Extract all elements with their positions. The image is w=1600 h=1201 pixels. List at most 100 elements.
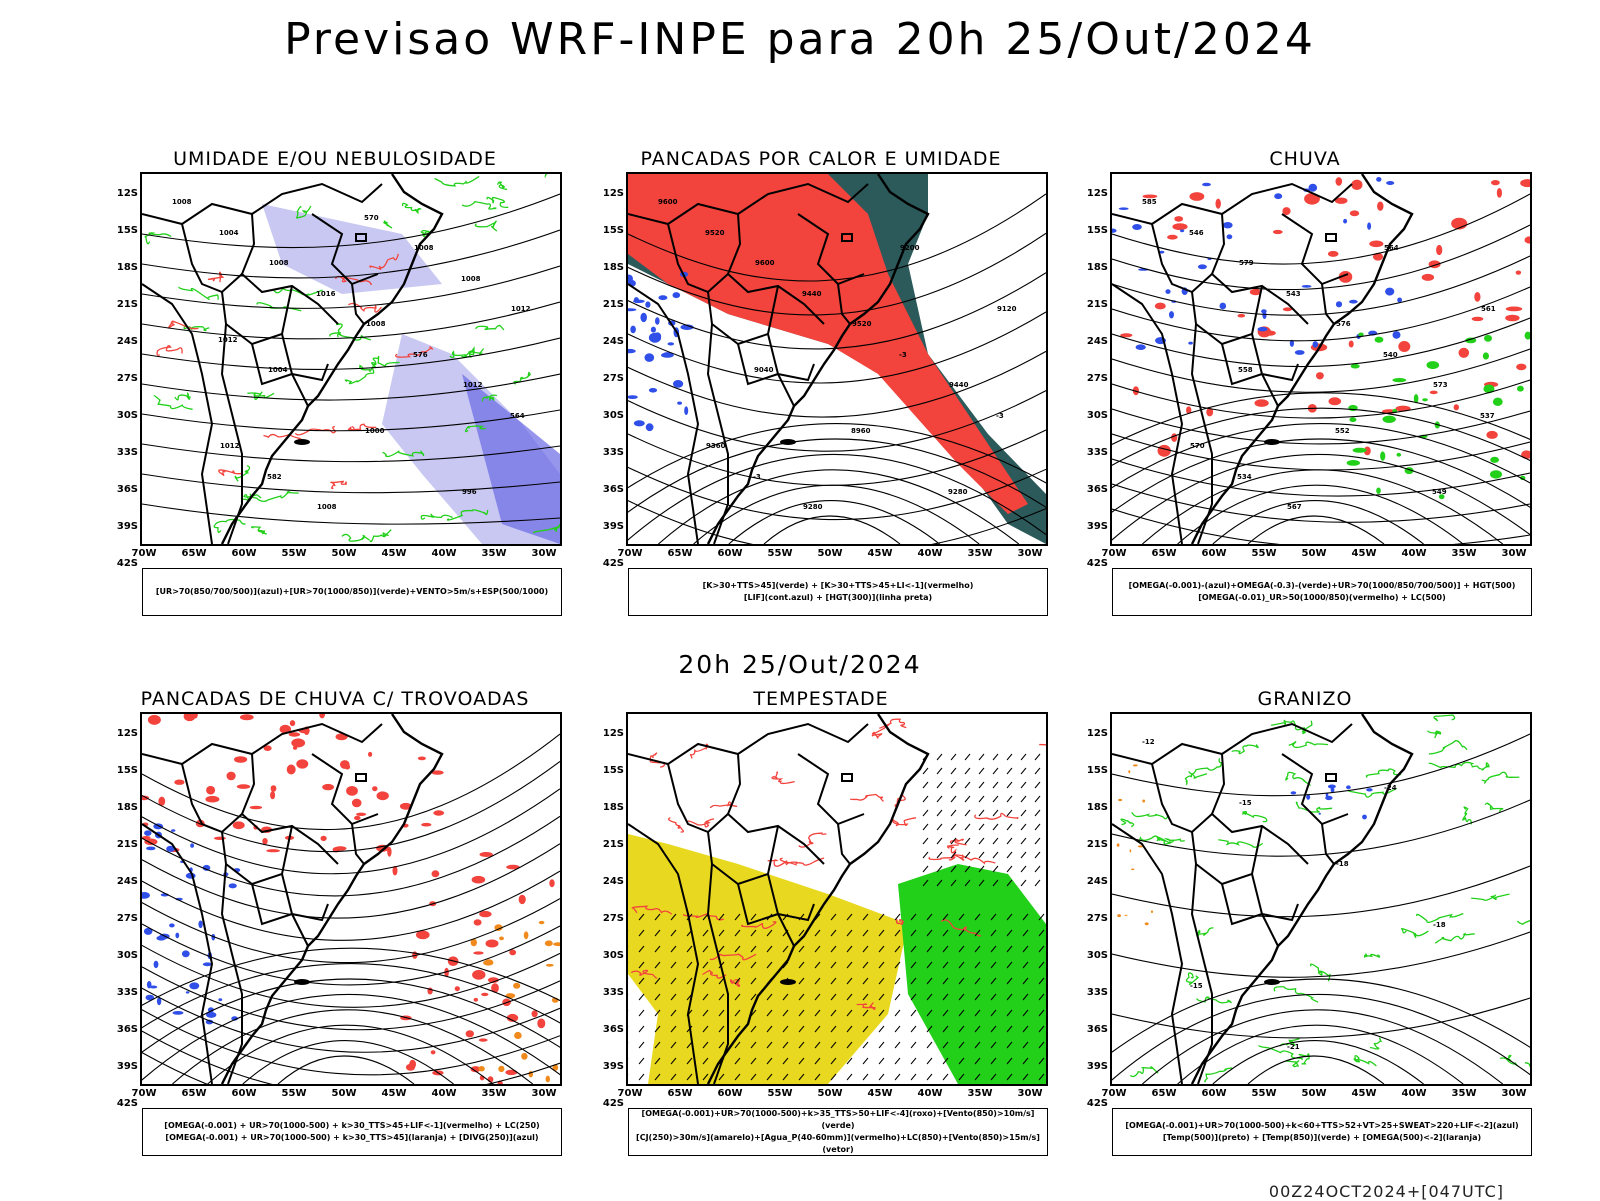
contour-label: 582 bbox=[267, 473, 282, 481]
latitude-tick: 36S bbox=[1086, 1024, 1108, 1035]
contour-label: 543 bbox=[1286, 290, 1301, 298]
contour-label: 996 bbox=[462, 488, 477, 496]
contour-label: 9280 bbox=[803, 503, 823, 511]
longitude-tick: 65W bbox=[667, 548, 693, 559]
contour-label: 9600 bbox=[755, 259, 775, 267]
latitude-tick: 12S bbox=[1086, 188, 1108, 199]
latitude-tick: 15S bbox=[1086, 225, 1108, 236]
contour-label: -12 bbox=[1142, 738, 1155, 746]
longitude-tick: 45W bbox=[1351, 1088, 1377, 1099]
latitude-tick: 21S bbox=[116, 299, 138, 310]
map-field-overlay: 9600 9600 9520 9440 9360 9280 9200 9120 9040 8960… bbox=[628, 174, 1046, 544]
latitude-tick: 39S bbox=[602, 1061, 624, 1072]
longitude-tick: 30W bbox=[1501, 1088, 1527, 1099]
latitude-tick: 18S bbox=[602, 262, 624, 273]
longitude-tick: 40W bbox=[917, 548, 943, 559]
longitude-axis: 70W 65W 60W 55W 50W 45W 40W 35W 30W bbox=[132, 548, 562, 562]
latitude-tick: 21S bbox=[1086, 299, 1108, 310]
contour-label: 576 bbox=[413, 351, 428, 359]
panel-title: CHUVA bbox=[1269, 148, 1341, 170]
contour-label: 1008 bbox=[172, 198, 192, 206]
longitude-tick: 30W bbox=[531, 548, 557, 559]
latitude-tick: 42S bbox=[602, 558, 624, 569]
latitude-tick: 39S bbox=[1086, 521, 1108, 532]
contour-label: -3 bbox=[899, 351, 907, 359]
latitude-tick: 30S bbox=[602, 410, 624, 421]
mid-title: 20h 25/Out/2024 bbox=[678, 650, 922, 679]
latitude-tick: 30S bbox=[1086, 410, 1108, 421]
panel-legend: [K>30+TTS>45](verde) + [K>30+TTS>45+LI<-… bbox=[628, 568, 1048, 616]
longitude-tick: 30W bbox=[531, 1088, 557, 1099]
longitude-tick: 45W bbox=[381, 548, 407, 559]
latitude-tick: 21S bbox=[1086, 839, 1108, 850]
longitude-tick: 40W bbox=[1401, 548, 1427, 559]
longitude-tick: 35W bbox=[481, 548, 507, 559]
longitude-tick: 30W bbox=[1017, 548, 1043, 559]
latitude-tick: 42S bbox=[602, 1098, 624, 1109]
contour-label: -15 bbox=[1239, 799, 1252, 807]
contour-label: 1012 bbox=[218, 336, 238, 344]
latitude-tick: 33S bbox=[116, 987, 138, 998]
latitude-axis: 12S 15S 18S 21S 24S 27S 30S 33S 36S 39S 42S bbox=[596, 172, 624, 569]
latitude-tick: 15S bbox=[116, 765, 138, 776]
contour-label: 564 bbox=[510, 412, 525, 420]
contour-label: 8960 bbox=[851, 427, 871, 435]
legend-line: [OMEGA(-0.01)_UR>50(1000/850)(vermelho) … bbox=[1198, 593, 1446, 602]
contour-label: 573 bbox=[1433, 381, 1448, 389]
longitude-axis: 70W 65W 60W 55W 50W 45W 40W 35W 30W bbox=[618, 1088, 1048, 1102]
contour-label: 585 bbox=[1142, 198, 1157, 206]
latitude-tick: 39S bbox=[116, 1061, 138, 1072]
panel-legend: [OMEGA(-0.001)-(azul)+OMEGA(-0.3)-(verde… bbox=[1112, 568, 1532, 616]
map-field-overlay bbox=[142, 714, 560, 1084]
longitude-tick: 60W bbox=[231, 548, 257, 559]
longitude-tick: 50W bbox=[331, 548, 357, 559]
longitude-tick: 70W bbox=[1101, 1088, 1127, 1099]
latitude-tick: 30S bbox=[602, 950, 624, 961]
latitude-tick: 33S bbox=[1086, 447, 1108, 458]
contour-label: 537 bbox=[1480, 412, 1495, 420]
latitude-tick: 33S bbox=[1086, 987, 1108, 998]
latitude-tick: 36S bbox=[116, 1024, 138, 1035]
contour-label: 1016 bbox=[316, 290, 336, 298]
latitude-tick: 27S bbox=[1086, 913, 1108, 924]
longitude-tick: 45W bbox=[867, 548, 893, 559]
map-field-overlay: 585 579 576 573 570 567 564 561 558 552 549 546 543 5… bbox=[1112, 174, 1530, 544]
longitude-tick: 65W bbox=[1151, 548, 1177, 559]
longitude-tick: 50W bbox=[1301, 1088, 1327, 1099]
latitude-tick: 24S bbox=[116, 876, 138, 887]
contour-label: 549 bbox=[1432, 488, 1447, 496]
longitude-tick: 55W bbox=[281, 1088, 307, 1099]
latitude-tick: 27S bbox=[1086, 373, 1108, 384]
longitude-tick: 40W bbox=[431, 548, 457, 559]
panel-title: TEMPESTADE bbox=[753, 688, 889, 710]
longitude-axis: 70W 65W 60W 55W 50W 45W 40W 35W 30W bbox=[618, 548, 1048, 562]
latitude-tick: 18S bbox=[1086, 802, 1108, 813]
latitude-tick: 12S bbox=[116, 728, 138, 739]
contour-label: -3 bbox=[996, 412, 1004, 420]
longitude-tick: 60W bbox=[231, 1088, 257, 1099]
contour-label: 546 bbox=[1189, 229, 1204, 237]
panel-legend: [OMEGA(-0.001)+UR>70(1000-500)+k<60+TTS>… bbox=[1112, 1108, 1532, 1156]
latitude-tick: 12S bbox=[116, 188, 138, 199]
run-footer: 00Z24OCT2024+[047UTC] bbox=[1268, 1182, 1504, 1201]
contour-label: 552 bbox=[1335, 427, 1350, 435]
contour-label: 9120 bbox=[997, 305, 1017, 313]
longitude-tick: 70W bbox=[131, 1088, 157, 1099]
longitude-tick: 70W bbox=[1101, 548, 1127, 559]
latitude-tick: 24S bbox=[1086, 876, 1108, 887]
longitude-tick: 35W bbox=[1451, 1088, 1477, 1099]
contour-label: 579 bbox=[1239, 259, 1254, 267]
longitude-tick: 50W bbox=[817, 548, 843, 559]
longitude-tick: 40W bbox=[431, 1088, 457, 1099]
panel-legend: [OMEGA(-0.001) + UR>70(1000-500) + k>30_… bbox=[142, 1108, 562, 1156]
contour-label: 576 bbox=[1336, 320, 1351, 328]
latitude-tick: 36S bbox=[602, 484, 624, 495]
contour-label: 1008 bbox=[414, 244, 434, 252]
latitude-tick: 21S bbox=[602, 839, 624, 850]
panel-title: PANCADAS POR CALOR E UMIDADE bbox=[640, 148, 1002, 170]
panel-legend: [UR>70(850/700/500)](azul)+[UR>70(1000/8… bbox=[142, 568, 562, 616]
latitude-tick: 33S bbox=[602, 447, 624, 458]
longitude-tick: 65W bbox=[181, 1088, 207, 1099]
longitude-tick: 55W bbox=[281, 548, 307, 559]
longitude-tick: 50W bbox=[331, 1088, 357, 1099]
